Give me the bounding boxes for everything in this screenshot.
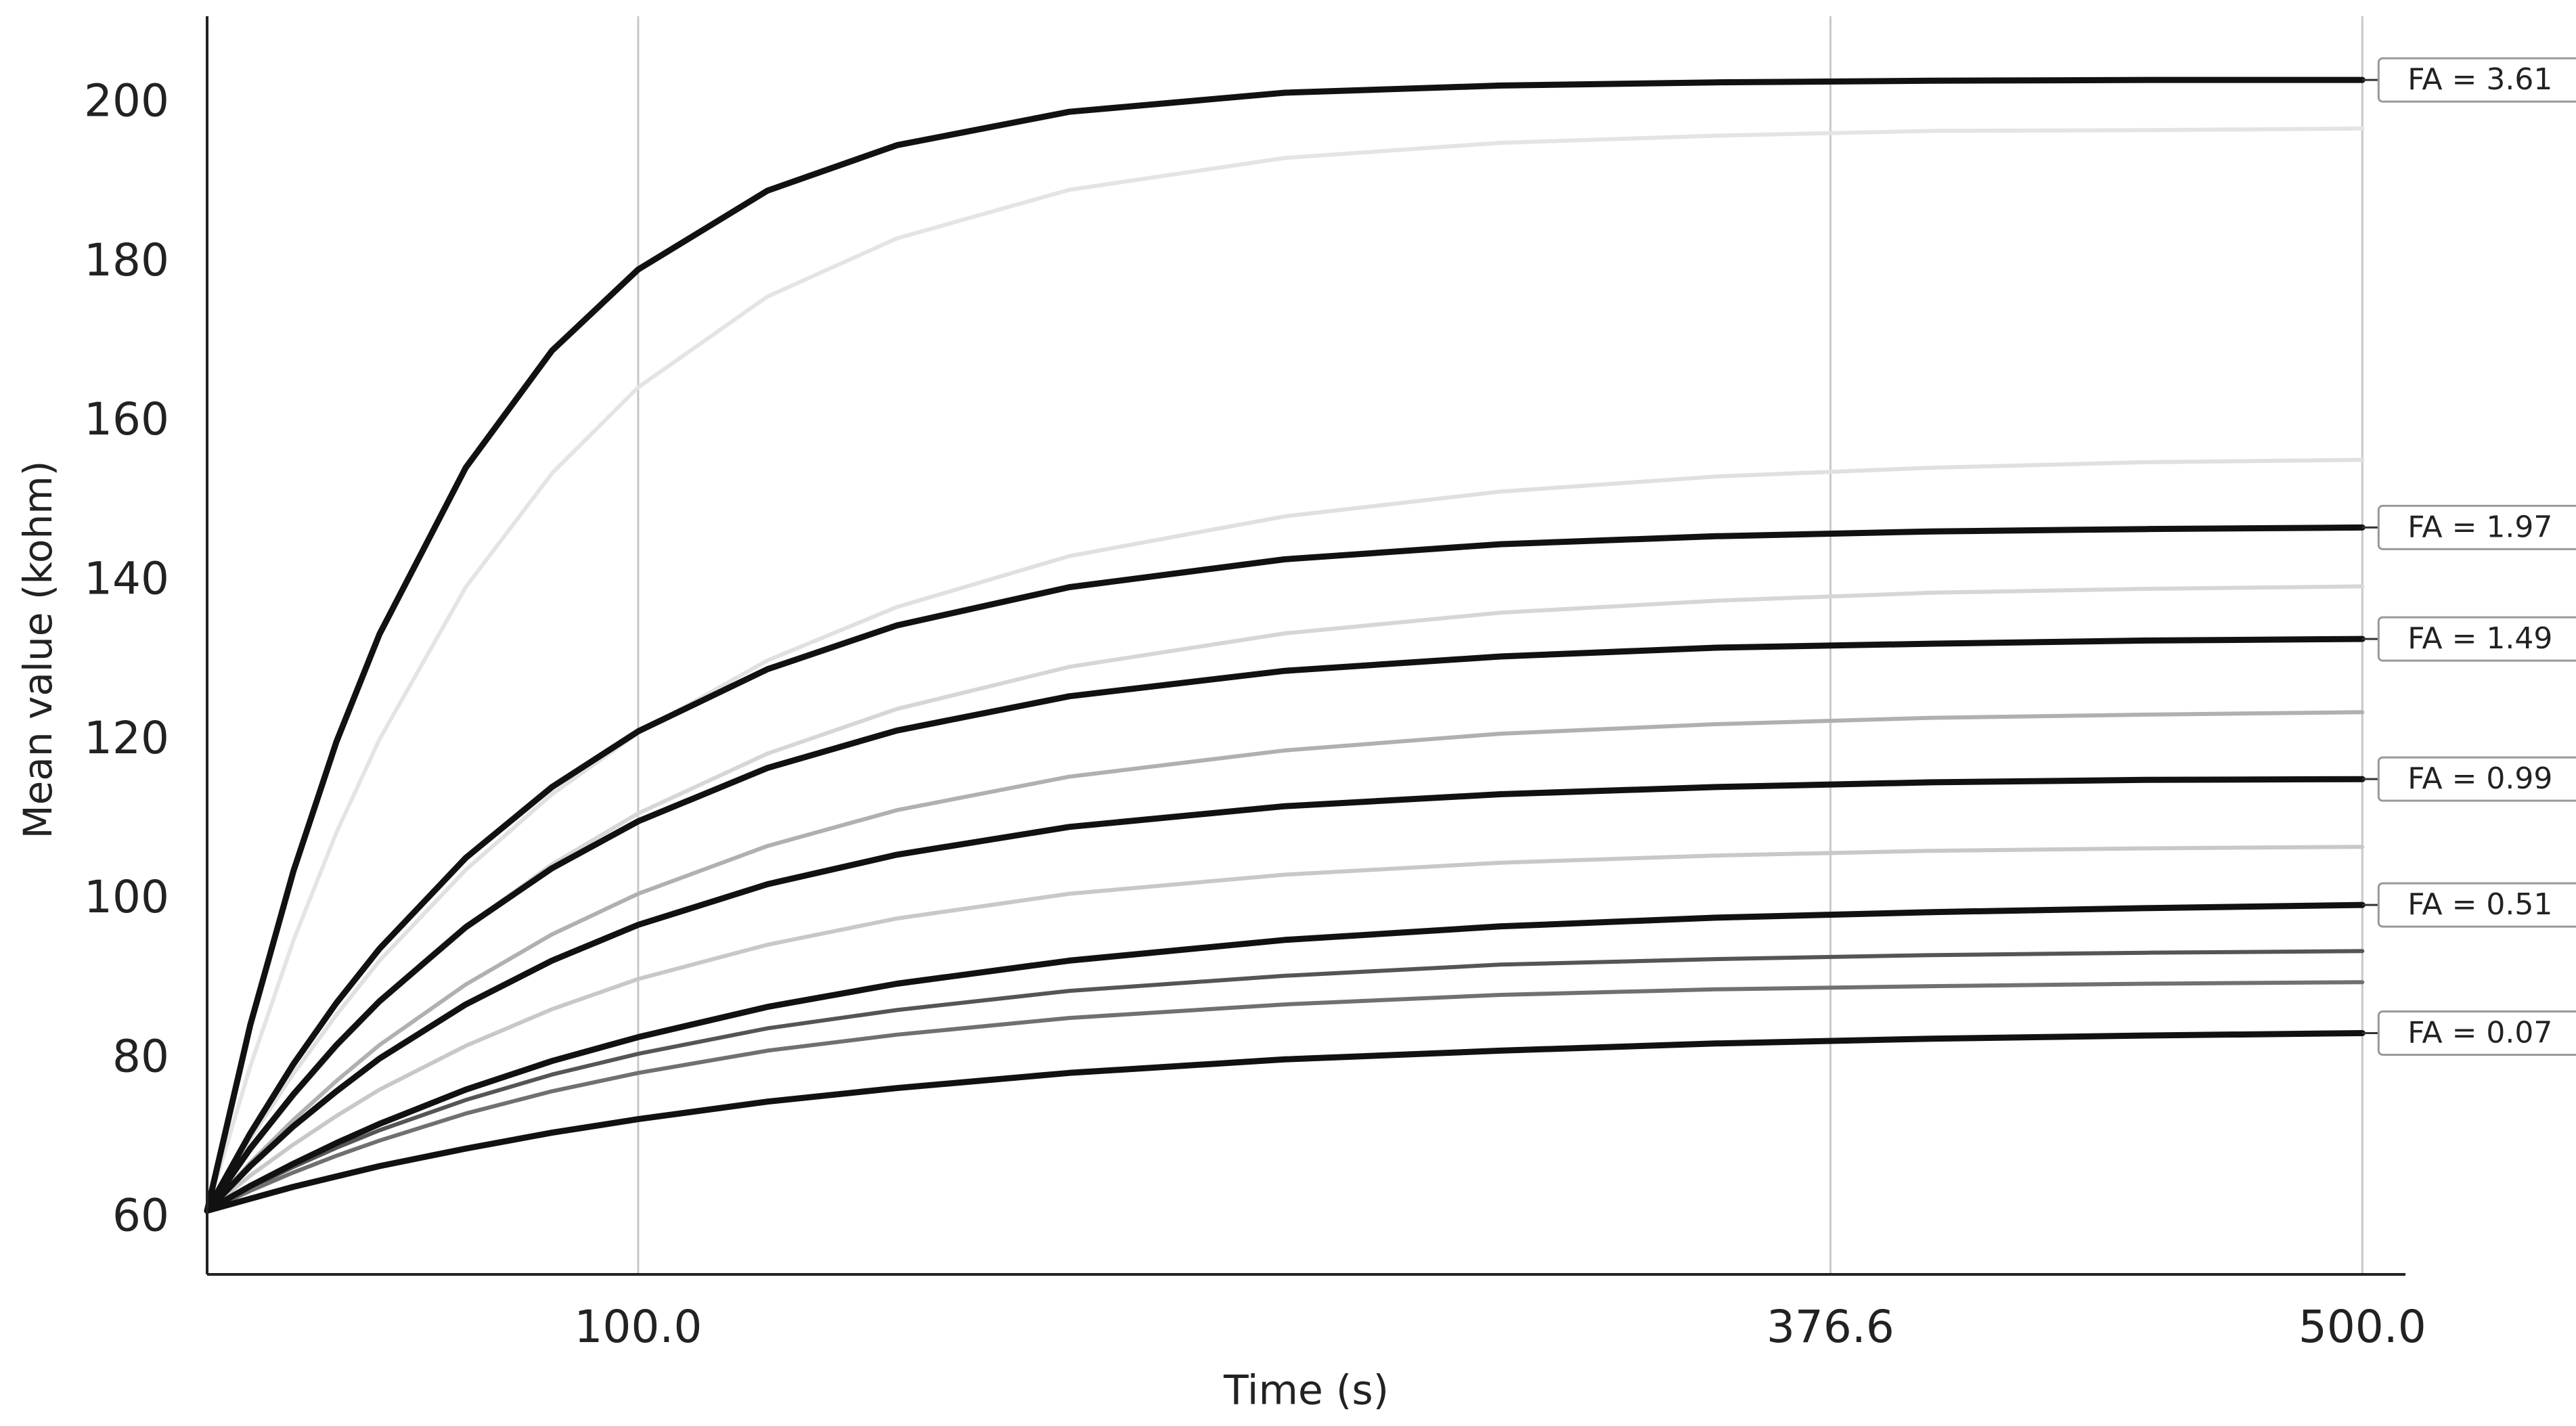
y-tick-label: 180 xyxy=(84,234,169,286)
highlight-line xyxy=(204,524,2366,1214)
series-label: FA = 0.99 xyxy=(2362,756,2576,802)
series-label-text: FA = 0.99 xyxy=(2407,761,2552,796)
y-tick-label: 80 xyxy=(112,1030,169,1082)
series-label-text: FA = 1.49 xyxy=(2407,621,2552,656)
y-tick-label: 100 xyxy=(84,871,169,923)
y-tick-label: 160 xyxy=(84,393,169,445)
series-label-text: FA = 0.51 xyxy=(2407,887,2552,922)
series-label: FA = 1.49 xyxy=(2362,616,2576,662)
x-tick-label: 100.0 xyxy=(574,1301,702,1353)
label-box xyxy=(2377,882,2576,928)
series-label: FA = 0.07 xyxy=(2362,1010,2576,1056)
series-label: FA = 0.51 xyxy=(2362,882,2576,928)
series-label: FA = 1.97 xyxy=(2362,504,2576,550)
series-label-text: FA = 1.97 xyxy=(2407,510,2552,544)
background-line xyxy=(205,845,2365,1213)
background-line xyxy=(205,710,2365,1213)
background-line xyxy=(205,126,2365,1213)
highlight-line xyxy=(204,776,2366,1214)
background-line xyxy=(205,458,2365,1213)
series-label: FA = 3.61 xyxy=(2362,57,2576,103)
highlight-line xyxy=(204,76,2366,1214)
highlight-line xyxy=(204,901,2366,1214)
label-box xyxy=(2377,1010,2576,1056)
label-box xyxy=(2377,57,2576,103)
series-label-text: FA = 0.07 xyxy=(2407,1015,2552,1050)
label-box xyxy=(2377,616,2576,662)
background-line xyxy=(205,980,2365,1213)
x-tick-label: 500.0 xyxy=(2299,1301,2426,1353)
background-line xyxy=(205,949,2365,1213)
label-box xyxy=(2377,504,2576,550)
series-label-text: FA = 3.61 xyxy=(2407,62,2552,97)
y-tick-label: 200 xyxy=(84,74,169,127)
y-tick-label: 140 xyxy=(84,552,169,604)
label-box xyxy=(2377,756,2576,802)
y-tick-label: 60 xyxy=(112,1190,169,1242)
x-tick-label: 376.6 xyxy=(1767,1301,1894,1353)
x-axis-label: Time (s) xyxy=(1223,1367,1389,1414)
highlight-line xyxy=(204,1030,2366,1214)
highlight-line xyxy=(204,636,2366,1214)
y-tick-label: 120 xyxy=(84,712,169,764)
y-axis-label: Mean value (kohm) xyxy=(15,461,61,839)
